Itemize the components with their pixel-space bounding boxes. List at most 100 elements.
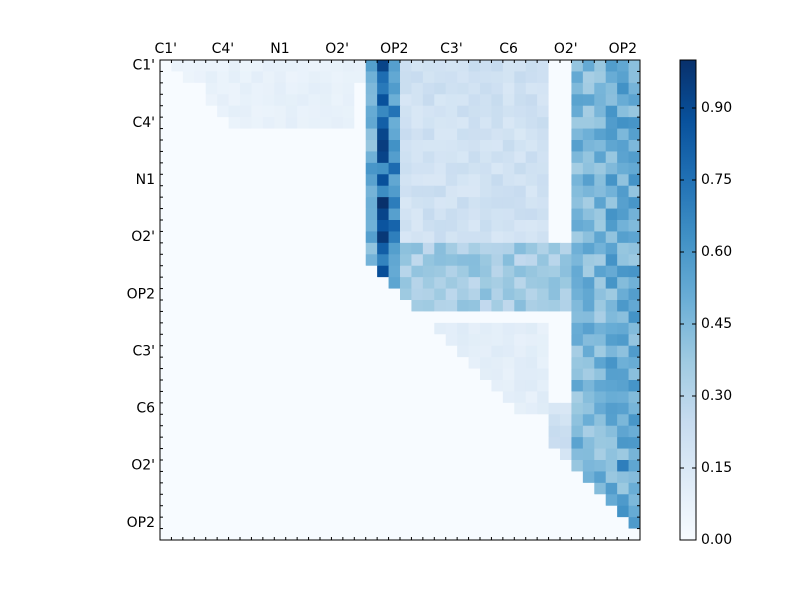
heatmap-cell (582, 60, 595, 72)
heatmap-cell (377, 528, 389, 541)
heatmap-cell (571, 162, 584, 175)
heatmap-cell (171, 482, 184, 495)
heatmap-cell (297, 482, 309, 495)
heatmap-cell (502, 197, 515, 209)
heatmap-cell (514, 357, 527, 369)
heatmap-cell (251, 380, 264, 392)
heatmap-cell (285, 380, 298, 392)
heatmap-cell (605, 220, 618, 232)
heatmap-cell (571, 380, 584, 392)
heatmap-cell (457, 391, 469, 404)
heatmap-cell (388, 254, 401, 267)
heatmap-cell (320, 265, 332, 278)
heatmap-cell (354, 174, 367, 187)
heatmap-cell (320, 460, 332, 472)
heatmap-cell (285, 357, 298, 369)
heatmap-cell (560, 71, 572, 84)
heatmap-cell (514, 482, 527, 495)
heatmap-cell (228, 288, 241, 301)
heatmap-cell (400, 345, 412, 358)
heatmap-cell (617, 128, 629, 141)
x-tick-label: C3' (440, 41, 463, 57)
heatmap-cell (342, 528, 355, 541)
heatmap-cell (411, 128, 424, 141)
heatmap-cell (285, 265, 298, 278)
heatmap-cell (502, 288, 515, 301)
heatmap-cell (571, 460, 584, 472)
heatmap-cell (342, 437, 355, 449)
heatmap-cell (571, 300, 584, 312)
heatmap-cell (228, 322, 241, 335)
x-tick-label: C1' (154, 41, 177, 57)
heatmap-cell (251, 197, 264, 209)
heatmap-cell (617, 82, 629, 95)
heatmap-cell (422, 60, 435, 72)
heatmap-cell (388, 322, 401, 335)
heatmap-cell (422, 425, 435, 438)
heatmap-cell (377, 71, 389, 84)
heatmap-cell (571, 345, 584, 358)
heatmap-cell (285, 437, 298, 449)
heatmap-cell (182, 505, 195, 518)
heatmap-cell (560, 368, 572, 381)
heatmap-cell (411, 140, 424, 152)
heatmap-cell (571, 71, 584, 84)
heatmap-cell (628, 391, 641, 404)
heatmap-cell (491, 380, 504, 392)
heatmap-cell (468, 174, 481, 187)
heatmap-cell (365, 117, 378, 129)
heatmap-cell (525, 528, 538, 541)
heatmap-cell (331, 505, 344, 518)
heatmap-cell (548, 345, 561, 358)
heatmap-cell (205, 437, 218, 449)
heatmap-cell (560, 128, 572, 141)
heatmap-cell (434, 391, 447, 404)
heatmap-cell (457, 71, 469, 84)
heatmap-cell (628, 460, 641, 472)
heatmap-cell (182, 368, 195, 381)
heatmap-cell (491, 505, 504, 518)
heatmap-cell (605, 471, 618, 484)
heatmap-cell (434, 128, 447, 141)
heatmap-cell (445, 174, 458, 187)
heatmap-cell (377, 185, 389, 198)
heatmap-cell (502, 322, 515, 335)
heatmap-cell (331, 128, 344, 141)
heatmap-cell (262, 528, 275, 541)
y-tick-label: C6 (136, 401, 155, 417)
heatmap-cell (194, 494, 207, 507)
heatmap-cell (480, 425, 492, 438)
heatmap-cell (205, 208, 218, 221)
heatmap-cell (320, 448, 332, 461)
heatmap-cell (571, 482, 584, 495)
heatmap-cell (308, 300, 321, 312)
heatmap-cell (514, 391, 527, 404)
heatmap-cell (422, 505, 435, 518)
heatmap-cell (228, 482, 241, 495)
heatmap-cell (217, 162, 229, 175)
heatmap-cell (491, 242, 504, 255)
heatmap-cell (514, 174, 527, 187)
heatmap-cell (228, 300, 241, 312)
heatmap-cell (605, 197, 618, 209)
heatmap-cell (251, 368, 264, 381)
heatmap-cell (502, 482, 515, 495)
heatmap-cell (434, 300, 447, 312)
heatmap-cell (514, 345, 527, 358)
heatmap-cell (217, 60, 229, 72)
heatmap-cell (514, 334, 527, 347)
heatmap-cell (251, 105, 264, 118)
heatmap-cell (160, 60, 172, 72)
heatmap-cell (354, 231, 367, 244)
heatmap-cell (491, 105, 504, 118)
heatmap-cell (274, 471, 287, 484)
heatmap-cell (491, 60, 504, 72)
heatmap-cell (605, 71, 618, 84)
heatmap-cell (354, 288, 367, 301)
heatmap-cell (445, 471, 458, 484)
heatmap-cell (434, 277, 447, 289)
heatmap-cell (182, 174, 195, 187)
heatmap-cell (582, 94, 595, 107)
heatmap-cell (480, 334, 492, 347)
heatmap-cell (571, 288, 584, 301)
